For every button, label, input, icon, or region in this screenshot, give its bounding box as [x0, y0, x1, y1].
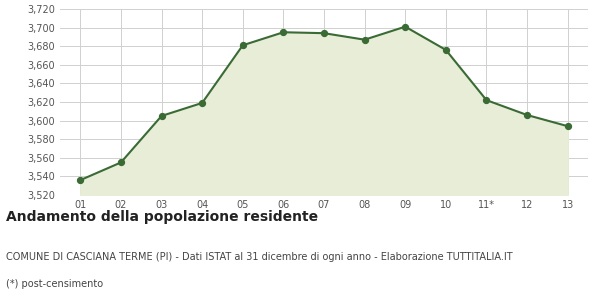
Point [238, 43, 248, 48]
Text: COMUNE DI CASCIANA TERME (PI) - Dati ISTAT al 31 dicembre di ogni anno - Elabora: COMUNE DI CASCIANA TERME (PI) - Dati IST… [6, 252, 512, 262]
Point [482, 98, 491, 103]
Text: Andamento della popolazione residente: Andamento della popolazione residente [6, 210, 318, 224]
Point [563, 124, 572, 129]
Point [116, 160, 126, 165]
Point [400, 24, 410, 29]
Point [76, 178, 85, 182]
Text: (*) post-censimento: (*) post-censimento [6, 279, 103, 289]
Point [522, 112, 532, 117]
Point [278, 30, 288, 34]
Point [319, 31, 329, 36]
Point [157, 114, 166, 118]
Point [360, 37, 370, 42]
Point [441, 47, 451, 52]
Point [197, 100, 207, 105]
